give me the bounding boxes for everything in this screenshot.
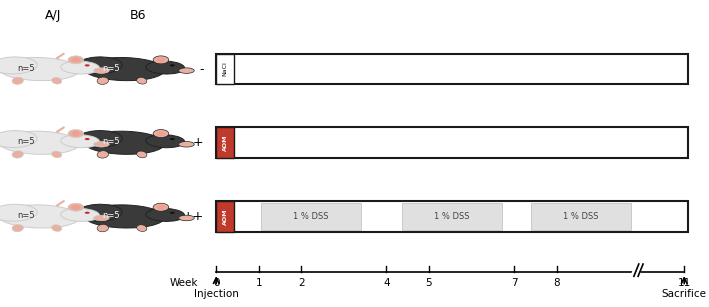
Ellipse shape — [61, 61, 99, 74]
Ellipse shape — [146, 208, 184, 221]
FancyBboxPatch shape — [216, 201, 688, 232]
Ellipse shape — [0, 204, 37, 221]
Text: 1 % DSS: 1 % DSS — [564, 212, 599, 221]
Text: n=5: n=5 — [18, 211, 35, 220]
FancyBboxPatch shape — [216, 54, 234, 84]
Ellipse shape — [68, 130, 84, 138]
Ellipse shape — [179, 68, 194, 73]
Text: n=5: n=5 — [18, 64, 35, 73]
Text: +: + — [193, 136, 203, 149]
Ellipse shape — [84, 205, 164, 228]
Ellipse shape — [170, 138, 175, 140]
Ellipse shape — [12, 151, 23, 158]
Ellipse shape — [0, 205, 79, 228]
Ellipse shape — [94, 68, 109, 73]
Ellipse shape — [153, 56, 169, 64]
FancyBboxPatch shape — [216, 54, 688, 84]
Text: 8: 8 — [553, 278, 560, 289]
Ellipse shape — [153, 203, 169, 211]
Text: n=5: n=5 — [103, 137, 120, 146]
Ellipse shape — [170, 64, 175, 67]
Ellipse shape — [157, 131, 165, 136]
Text: Week: Week — [170, 278, 199, 289]
Ellipse shape — [85, 212, 89, 214]
Ellipse shape — [94, 142, 109, 147]
Ellipse shape — [61, 135, 99, 148]
FancyBboxPatch shape — [402, 203, 502, 230]
Text: 1: 1 — [255, 278, 262, 289]
Ellipse shape — [0, 131, 79, 154]
Ellipse shape — [85, 64, 89, 67]
Ellipse shape — [97, 151, 108, 158]
Ellipse shape — [146, 135, 184, 148]
FancyBboxPatch shape — [261, 203, 361, 230]
Text: 2: 2 — [298, 278, 305, 289]
Ellipse shape — [157, 205, 165, 210]
Text: 0: 0 — [213, 278, 220, 289]
FancyBboxPatch shape — [216, 201, 234, 232]
Ellipse shape — [12, 224, 23, 232]
Text: -: - — [199, 63, 203, 76]
Ellipse shape — [0, 57, 37, 74]
Ellipse shape — [12, 77, 23, 84]
Text: ++: ++ — [182, 210, 203, 223]
Text: AOM: AOM — [223, 208, 228, 225]
FancyBboxPatch shape — [216, 127, 688, 158]
Text: 1 % DSS: 1 % DSS — [294, 212, 329, 221]
Ellipse shape — [137, 151, 147, 158]
FancyBboxPatch shape — [216, 127, 234, 158]
Text: 11: 11 — [678, 278, 691, 289]
Text: Sacrifice: Sacrifice — [661, 289, 707, 299]
Ellipse shape — [97, 224, 108, 232]
Ellipse shape — [137, 225, 147, 231]
Ellipse shape — [84, 131, 164, 154]
Ellipse shape — [85, 138, 89, 140]
Ellipse shape — [146, 61, 184, 74]
Ellipse shape — [68, 203, 84, 211]
Ellipse shape — [157, 57, 165, 62]
Text: Injection: Injection — [194, 289, 239, 299]
Ellipse shape — [61, 208, 99, 221]
Ellipse shape — [72, 57, 80, 62]
Ellipse shape — [77, 130, 122, 148]
Text: 7: 7 — [510, 278, 518, 289]
Ellipse shape — [52, 77, 62, 84]
Ellipse shape — [72, 205, 80, 210]
Text: A/J: A/J — [45, 9, 62, 22]
Ellipse shape — [94, 215, 109, 221]
Ellipse shape — [179, 142, 194, 147]
Text: 4: 4 — [383, 278, 390, 289]
Text: NaCl: NaCl — [223, 62, 228, 76]
FancyBboxPatch shape — [531, 203, 631, 230]
Ellipse shape — [68, 56, 84, 64]
Ellipse shape — [52, 151, 62, 158]
Text: 5: 5 — [425, 278, 432, 289]
Ellipse shape — [0, 57, 79, 81]
Ellipse shape — [0, 130, 37, 148]
Text: AOM: AOM — [223, 134, 228, 151]
Ellipse shape — [52, 225, 62, 231]
Ellipse shape — [77, 57, 122, 74]
Ellipse shape — [179, 215, 194, 221]
Ellipse shape — [72, 131, 80, 136]
Text: n=5: n=5 — [103, 211, 120, 220]
Ellipse shape — [84, 57, 164, 81]
Ellipse shape — [153, 130, 169, 138]
Text: n=5: n=5 — [18, 137, 35, 146]
Ellipse shape — [137, 77, 147, 84]
Ellipse shape — [77, 204, 122, 221]
Ellipse shape — [97, 77, 108, 84]
Ellipse shape — [170, 212, 175, 214]
Text: 1 % DSS: 1 % DSS — [434, 212, 469, 221]
Text: B6: B6 — [130, 9, 147, 22]
Text: n=5: n=5 — [103, 64, 120, 73]
